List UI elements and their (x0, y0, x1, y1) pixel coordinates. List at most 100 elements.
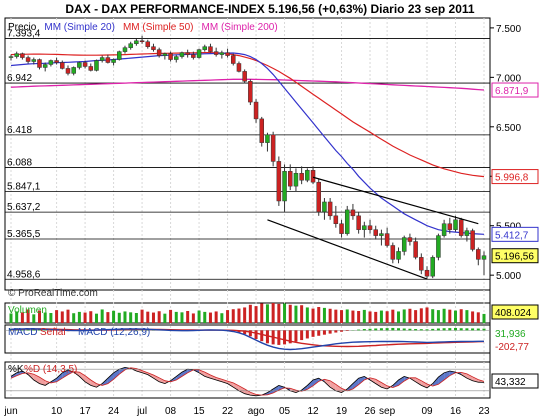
price-tick-label: 6.500 (496, 123, 521, 134)
volume-bar (55, 310, 59, 323)
macd-histogram-bar (465, 328, 469, 331)
macd-histogram-bar (385, 328, 389, 331)
volume-value-box (491, 304, 539, 320)
volume-bar (317, 307, 321, 323)
level-label: 7.393,4 (7, 28, 41, 39)
stochastic-fill (67, 369, 74, 375)
value-tag-label: 5.196,56 (495, 252, 534, 263)
candle-body (82, 62, 88, 67)
stochastic-fill (136, 368, 143, 373)
ma20-line (10, 52, 485, 235)
macd-histogram-bar (317, 330, 321, 336)
stochastic-fill (278, 385, 285, 391)
volume-bar (226, 310, 230, 323)
macd-histogram-bar (43, 329, 47, 331)
macd-histogram-bar (254, 330, 258, 339)
x-tick-label: 05 (279, 406, 291, 417)
volume-bar (106, 312, 110, 323)
candle-body (122, 47, 128, 52)
macd-histogram-bar (248, 330, 252, 337)
macd-histogram-bar (288, 330, 292, 344)
stochastic-fill (221, 379, 228, 384)
stochastic-fill (62, 369, 68, 379)
candle-body (419, 257, 424, 271)
volume-bar (129, 312, 133, 323)
stochastic-fill (176, 372, 182, 380)
candle-body (293, 173, 299, 187)
candle-body (390, 245, 396, 260)
candle-body (407, 237, 413, 242)
legend-entry: MM (Simple 200) (202, 22, 278, 33)
volume-bar (328, 308, 332, 323)
candle-body (248, 81, 253, 103)
candle-body (179, 52, 185, 57)
stochastic-fill (444, 371, 450, 380)
volume-bar (476, 312, 480, 323)
macd-histogram-bar (431, 328, 435, 331)
macd-label-c: MACD (12,26,9) (78, 327, 150, 338)
volume-bar (334, 309, 338, 323)
volume-bar (248, 304, 252, 323)
volume-bar (362, 309, 366, 323)
chart-title: DAX - DAX PERFORMANCE-INDEX 5.196,56 (+0… (65, 2, 475, 16)
legend-entry: MM (Simple 50) (123, 22, 194, 33)
candle-body (458, 219, 464, 236)
candle-body (168, 53, 173, 60)
macd-histogram-bar (37, 329, 41, 331)
legend-entry: MM (Simple 20) (44, 22, 115, 33)
candle-body (282, 171, 287, 202)
value-tag-label: 6.871,9 (495, 86, 529, 97)
stochastic-fill (238, 385, 245, 394)
macd-histogram-bar (283, 330, 287, 345)
candle-body (470, 230, 475, 250)
stochastic-fill (113, 369, 120, 380)
price-tick-label: 7.000 (496, 73, 521, 84)
volume-bar (419, 308, 423, 323)
stochastic-fill (352, 378, 359, 389)
volume-bar (454, 310, 458, 323)
volume-bar (15, 311, 19, 323)
stochastic-fill (39, 377, 46, 386)
macd-histogram-bar (448, 328, 452, 331)
candle-body (111, 59, 116, 63)
volume-bar (300, 305, 304, 323)
volume-bar (26, 309, 30, 323)
volume-bar (397, 311, 401, 323)
volume-bar (345, 309, 349, 323)
candle-body (384, 233, 390, 246)
x-tick-label: 17 (80, 406, 92, 417)
stochastic-fill (96, 383, 103, 388)
stochastic-label-b: %D (14,3,5) (24, 364, 77, 375)
volume-label: Volumen (8, 305, 47, 316)
candle-body (481, 255, 487, 260)
volume-bar (9, 313, 13, 323)
volume-value-label: 408.024 (495, 308, 532, 319)
candle-body (139, 40, 145, 42)
value-tag-box (491, 226, 539, 242)
candle-body (88, 66, 94, 71)
x-tick-label: ago (248, 406, 265, 417)
stochastic-fill (90, 380, 97, 388)
x-tick-label: jun (3, 406, 17, 417)
stochastic-value-box (491, 373, 539, 389)
candle-body (151, 46, 156, 50)
volume-bar (72, 313, 76, 323)
level-label: 5.365,5 (7, 229, 41, 240)
macd-histogram-bar (471, 328, 475, 331)
volume-bar (288, 304, 292, 323)
candle-body (77, 62, 82, 68)
volume-bar (220, 313, 224, 323)
stochastic-k-line (10, 366, 485, 397)
candle-body (99, 57, 105, 61)
candle-body (464, 230, 470, 236)
candle-body (253, 101, 259, 120)
candle-body (259, 118, 264, 143)
stochastic-fill (181, 369, 188, 377)
candle-body (327, 201, 333, 217)
volume-bar (465, 310, 469, 323)
candle-body (441, 223, 447, 236)
stochastic-fill (421, 380, 428, 388)
volume-bar (134, 313, 138, 323)
candle-body (202, 46, 208, 50)
macd-histogram-bar (277, 330, 281, 345)
